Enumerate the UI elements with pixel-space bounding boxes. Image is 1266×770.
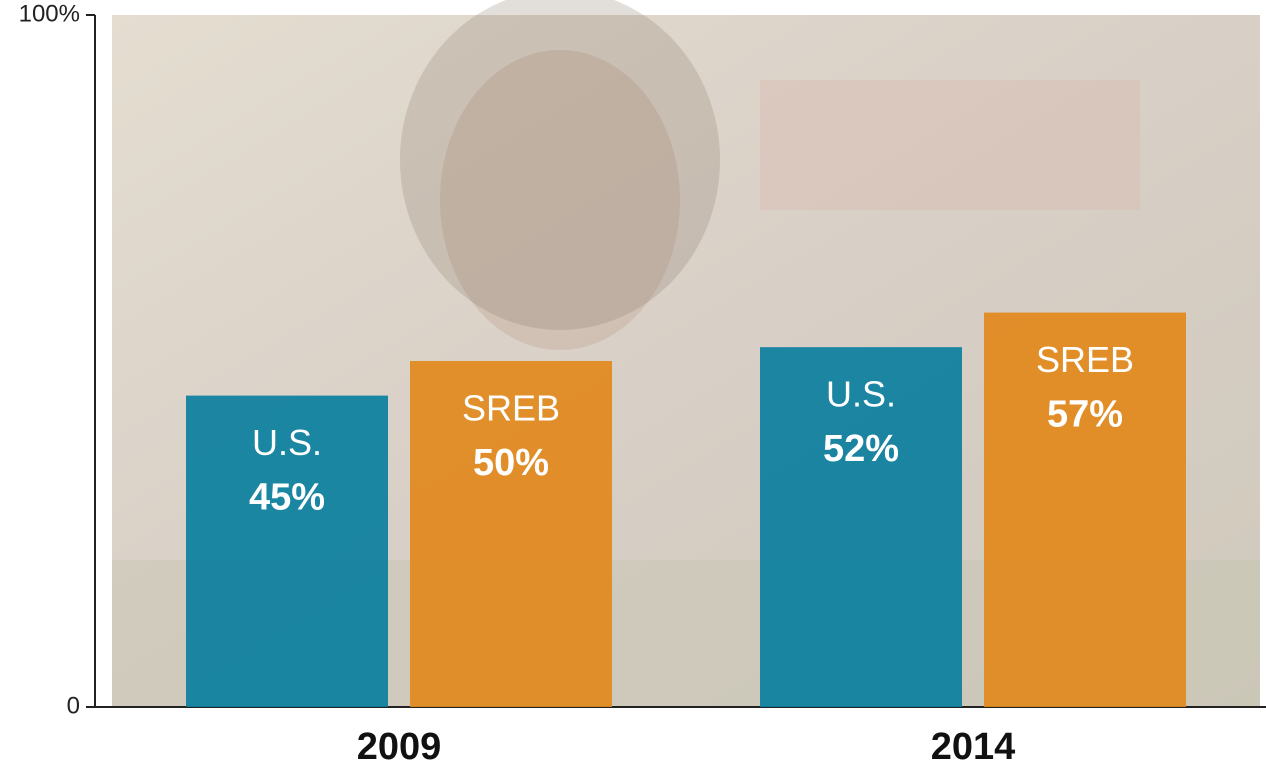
bar-series-label: SREB (1036, 339, 1134, 380)
y-tick-label: 100% (19, 0, 80, 27)
bar-value-label: 45% (249, 477, 325, 519)
bar (410, 361, 612, 707)
bar (186, 395, 388, 707)
y-tick-label: 0 (67, 692, 80, 719)
bar (984, 312, 1186, 707)
bar-series-label: SREB (462, 388, 560, 429)
x-tick-label: 2014 (931, 726, 1016, 768)
bar-value-label: 50% (473, 442, 549, 484)
bar-value-label: 57% (1047, 394, 1123, 436)
x-tick-label: 2009 (357, 726, 442, 768)
bar (760, 347, 962, 707)
bar-series-label: U.S. (252, 422, 322, 463)
bar-series-label: U.S. (826, 374, 896, 415)
bar-value-label: 52% (823, 428, 899, 470)
